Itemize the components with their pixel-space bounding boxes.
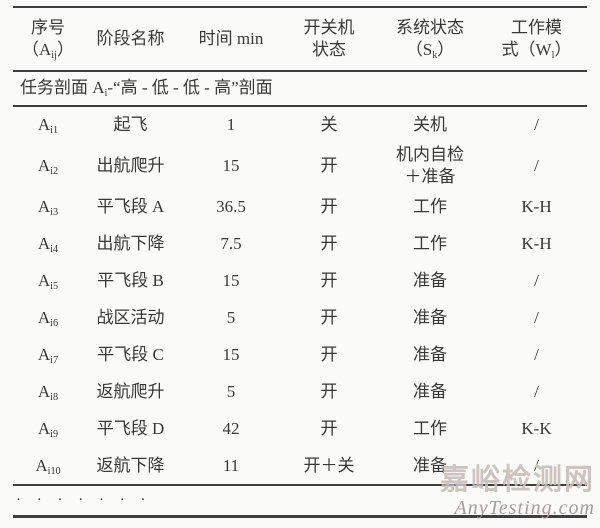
cell-work-mode: / xyxy=(534,115,539,135)
cell-work-mode: K-H xyxy=(521,233,552,253)
cell-work-mode: / xyxy=(534,455,539,475)
cell-system-state: 准备 xyxy=(413,307,447,327)
cell-time-min: 7.5 xyxy=(220,233,242,253)
table-row: Ai3 平飞段 A 36.5 开 工作 K-H xyxy=(13,188,587,225)
header-row: 序号 （Aij） 阶段名称 时间 min 开关机 状态 系统状态 （Sk） 工作模 式（Wl） xyxy=(13,7,587,71)
cell-serial: Ai5 xyxy=(37,270,59,292)
column-header-switch-state: 开关机 状态 xyxy=(303,17,355,59)
cell-serial: Ai10 xyxy=(35,455,61,477)
cell-system-state: 工作 xyxy=(413,196,447,216)
profile-span-row: 任务剖面 Ai-“高 - 低 - 低 - 高”剖面 xyxy=(13,71,587,106)
profile-span-cell: 任务剖面 Ai-“高 - 低 - 低 - 高”剖面 xyxy=(20,78,273,100)
cell-time-min: 1 xyxy=(226,115,236,135)
cell-phase-name: 平飞段 A xyxy=(96,196,165,216)
cell-phase-name: 战区活动 xyxy=(96,307,165,327)
cell-system-state: 工作 xyxy=(413,418,447,438)
ellipsis-row: · · · · · · · xyxy=(13,485,587,517)
cell-switch-state: 开 xyxy=(320,156,338,176)
cell-phase-name: 平飞段 B xyxy=(97,270,164,290)
cell-phase-name: 返航下降 xyxy=(96,455,165,475)
cell-serial: Ai8 xyxy=(37,381,59,403)
cell-serial: Ai7 xyxy=(37,344,59,366)
table-row: Ai8 返航爬升 5 开 准备 / xyxy=(13,373,587,410)
cell-serial: Ai9 xyxy=(37,418,59,440)
cell-serial: Ai1 xyxy=(37,115,59,137)
cell-work-mode: / xyxy=(534,270,539,290)
table-row: Ai7 平飞段 C 15 开 准备 / xyxy=(13,336,587,373)
cell-system-state: 准备 xyxy=(413,270,447,290)
column-header-serial: 序号 （Aij） xyxy=(22,17,74,61)
cell-work-mode: / xyxy=(534,344,539,364)
column-header-phase-name: 阶段名称 xyxy=(96,28,165,48)
cell-phase-name: 返航爬升 xyxy=(96,381,165,401)
cell-switch-state: 开 xyxy=(320,381,338,401)
mission-profile-table: 序号 （Aij） 阶段名称 时间 min 开关机 状态 系统状态 （Sk） 工作模 式（Wl） 任… xyxy=(13,6,587,519)
cell-switch-state: 开 xyxy=(320,418,338,438)
cell-phase-name: 平飞段 D xyxy=(96,418,165,438)
cell-switch-state: 开 xyxy=(320,307,338,327)
cell-switch-state: 开 xyxy=(320,233,338,253)
cell-switch-state: 关 xyxy=(320,115,338,135)
cell-system-state: 准备 xyxy=(413,381,447,401)
cell-time-min: 15 xyxy=(222,270,240,290)
cell-switch-state: 开 xyxy=(320,270,338,290)
table-row: Ai5 平飞段 B 15 开 准备 / xyxy=(13,262,587,299)
cell-switch-state: 开 xyxy=(320,196,338,216)
column-header-work-mode: 工作模 式（Wl） xyxy=(501,17,572,61)
table-row: Ai9 平飞段 D 42 开 工作 K-K xyxy=(13,410,587,447)
cell-work-mode: / xyxy=(534,156,539,176)
cell-system-state: 准备 xyxy=(413,455,447,475)
cell-system-state: 机内自检 ＋准备 xyxy=(396,145,464,187)
cell-work-mode: K-K xyxy=(521,418,552,438)
cell-phase-name: 平飞段 C xyxy=(97,344,164,364)
cell-time-min: 15 xyxy=(222,344,240,364)
cell-serial: Ai2 xyxy=(37,156,59,177)
table-header: 序号 （Aij） 阶段名称 时间 min 开关机 状态 系统状态 （Sk） 工作模 式（Wl） xyxy=(13,7,587,71)
cell-serial: Ai3 xyxy=(37,196,59,218)
table-row: Ai4 出航下降 7.5 开 工作 K-H xyxy=(13,225,587,262)
cell-time-min: 15 xyxy=(222,156,240,176)
cell-work-mode: K-H xyxy=(521,196,552,216)
cell-time-min: 36.5 xyxy=(216,196,246,216)
table-row: Ai6 战区活动 5 开 准备 / xyxy=(13,299,587,336)
cell-work-mode: / xyxy=(534,381,539,401)
cell-time-min: 42 xyxy=(222,418,240,438)
table-row: Ai1 起飞 1 关 关机 / xyxy=(13,106,587,144)
table-row: Ai2 出航爬升 15 开 机内自检 ＋准备 / xyxy=(13,144,587,188)
cell-time-min: 5 xyxy=(226,381,236,401)
cell-work-mode: / xyxy=(534,307,539,327)
cell-phase-name: 出航爬升 xyxy=(96,156,165,176)
cell-serial: Ai6 xyxy=(37,307,59,329)
table-body: 任务剖面 Ai-“高 - 低 - 低 - 高”剖面 Ai1 起飞 1 关 关机 / Ai2 出… xyxy=(13,71,587,517)
ellipsis-cell: · · · · · · · xyxy=(16,491,152,508)
cell-time-min: 5 xyxy=(226,307,236,327)
table-row: Ai10 返航下降 11 开＋关 准备 / xyxy=(13,447,587,485)
cell-system-state: 准备 xyxy=(413,344,447,364)
cell-system-state: 关机 xyxy=(413,115,447,135)
column-header-system-state: 系统状态 （Sk） xyxy=(396,17,464,61)
cell-time-min: 11 xyxy=(222,455,240,475)
cell-serial: Ai4 xyxy=(37,233,59,255)
cell-phase-name: 出航下降 xyxy=(96,233,165,253)
cell-switch-state: 开 xyxy=(320,344,338,364)
cell-phase-name: 起飞 xyxy=(113,115,148,135)
cell-switch-state: 开＋关 xyxy=(303,455,355,475)
column-header-time-min: 时间 min xyxy=(198,28,264,48)
cell-system-state: 工作 xyxy=(413,233,447,253)
